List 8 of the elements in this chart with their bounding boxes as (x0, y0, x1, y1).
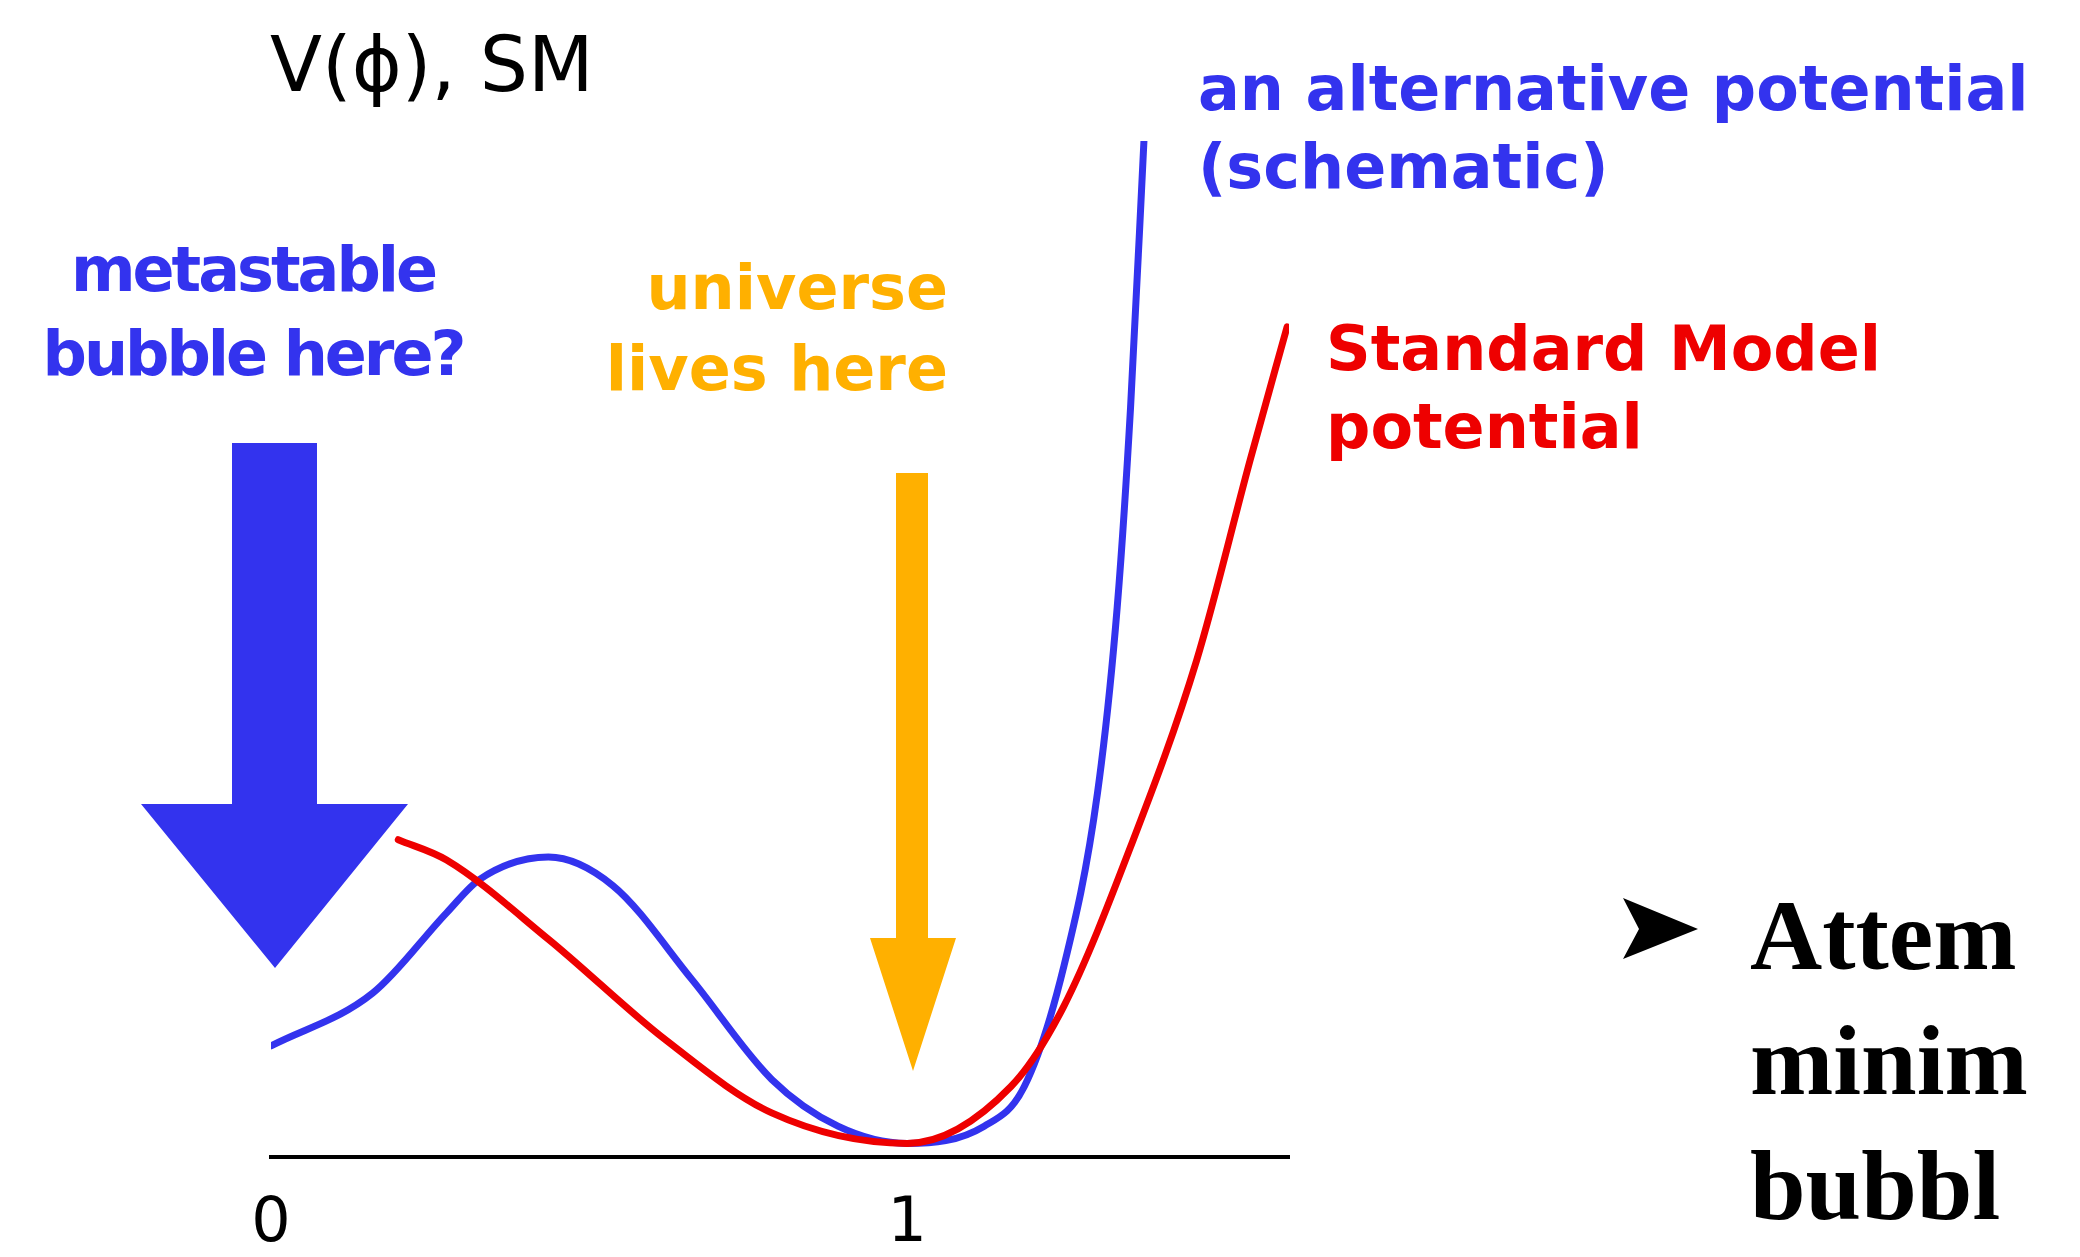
series-label: an alternative potential (schematic) (1198, 51, 2030, 205)
text: Attem minim bubbl (1750, 879, 2029, 1243)
annotation: metastable bubble here? (41, 232, 465, 392)
y-axis-title: V(ϕ), SM (270, 20, 594, 109)
x-tick-label: 0 (251, 1182, 291, 1256)
annotation: universe lives here (604, 250, 948, 407)
x-tick-label: 1 (887, 1182, 927, 1256)
series-label: Standard Model potential (1326, 311, 1882, 465)
